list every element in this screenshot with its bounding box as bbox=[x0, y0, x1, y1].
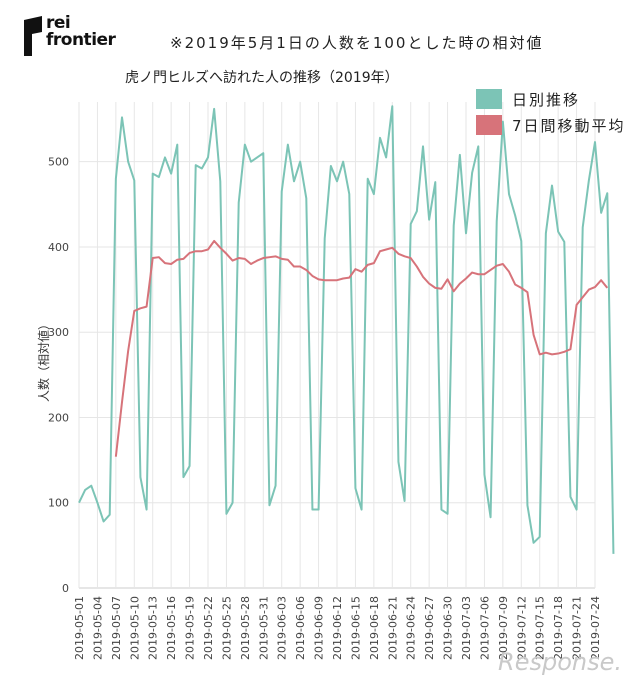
x-tick-label: 2019-06-06 bbox=[294, 596, 307, 660]
x-tick-label: 2019-07-06 bbox=[478, 596, 491, 660]
x-tick-label: 2019-05-10 bbox=[128, 596, 141, 660]
x-tick-label: 2019-06-30 bbox=[442, 596, 455, 660]
x-axis-ticks: 2019-05-01 2019-05-04 2019-05-07 2019-05-10… bbox=[73, 596, 602, 660]
x-tick-label: 2019-07-15 bbox=[534, 596, 547, 660]
y-tick-label: 200 bbox=[48, 411, 69, 424]
legend-swatch-daily bbox=[476, 89, 502, 109]
chart-series bbox=[78, 105, 615, 554]
chart-title: 虎ノ門ヒルズへ訪れた人の推移（2019年） bbox=[125, 70, 399, 86]
y-tick-label: 500 bbox=[48, 156, 69, 169]
x-tick-label: 2019-05-07 bbox=[110, 596, 123, 660]
logo-text-rei: rei bbox=[46, 13, 71, 33]
x-tick-label: 2019-06-03 bbox=[276, 596, 289, 660]
x-tick-label: 2019-07-03 bbox=[460, 596, 473, 660]
x-tick-label: 2019-05-28 bbox=[239, 596, 252, 660]
x-tick-label: 2019-06-12 bbox=[331, 596, 344, 660]
x-tick-label: 2019-07-21 bbox=[571, 596, 584, 660]
logo-mark-icon bbox=[24, 16, 42, 56]
y-axis-ticks: 0 100 200 300 400 500 bbox=[48, 156, 69, 595]
x-tick-label: 2019-07-12 bbox=[515, 596, 528, 660]
x-tick-label: 2019-06-15 bbox=[349, 596, 362, 660]
series-line-ma7 bbox=[114, 239, 609, 457]
series-line-daily bbox=[78, 105, 615, 554]
legend-label-daily: 日別推移 bbox=[512, 91, 580, 109]
x-tick-label: 2019-05-31 bbox=[257, 596, 270, 660]
x-tick-label: 2019-05-19 bbox=[184, 596, 197, 660]
x-tick-label: 2019-05-22 bbox=[202, 596, 215, 660]
relative-value-note: ※2019年5月1日の人数を100とした時の相対値 bbox=[170, 34, 544, 52]
x-tick-label: 2019-05-13 bbox=[147, 596, 160, 660]
x-tick-label: 2019-07-09 bbox=[497, 596, 510, 660]
x-tick-label: 2019-07-24 bbox=[589, 596, 602, 660]
x-tick-label: 2019-06-27 bbox=[423, 596, 436, 660]
chart-legend: 日別推移 7日間移動平均 bbox=[476, 89, 626, 135]
x-tick-label: 2019-06-21 bbox=[386, 596, 399, 660]
legend-label-ma7: 7日間移動平均 bbox=[512, 117, 626, 135]
y-tick-label: 300 bbox=[48, 326, 69, 339]
legend-swatch-ma7 bbox=[476, 115, 502, 135]
x-tick-label: 2019-05-16 bbox=[165, 596, 178, 660]
x-tick-label: 2019-06-18 bbox=[368, 596, 381, 660]
y-tick-label: 0 bbox=[62, 582, 69, 595]
y-axis-label: 人数（相対値） bbox=[36, 318, 51, 402]
y-tick-label: 400 bbox=[48, 241, 69, 254]
logo-text-frontier: frontier bbox=[46, 30, 116, 50]
x-tick-label: 2019-06-09 bbox=[313, 596, 326, 660]
x-tick-label: 2019-05-04 bbox=[91, 596, 104, 660]
x-tick-label: 2019-05-25 bbox=[220, 596, 233, 660]
x-tick-label: 2019-05-01 bbox=[73, 596, 86, 660]
rei-frontier-logo: rei frontier bbox=[24, 14, 134, 58]
response-watermark: Response. bbox=[498, 648, 622, 676]
y-tick-label: 100 bbox=[48, 497, 69, 510]
x-tick-label: 2019-07-18 bbox=[552, 596, 565, 660]
x-tick-label: 2019-06-24 bbox=[405, 596, 418, 660]
